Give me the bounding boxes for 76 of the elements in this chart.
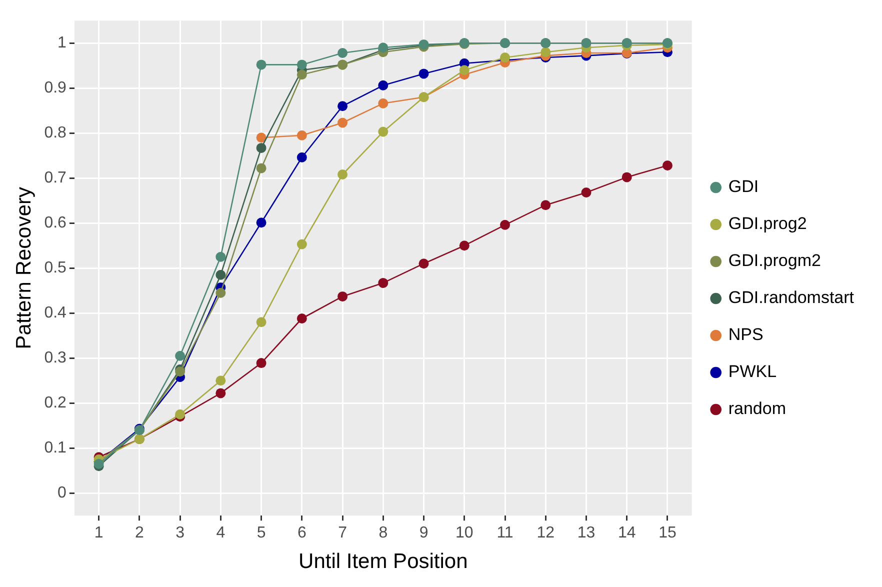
point [338,48,348,58]
x-tick-label: 12 [536,524,555,542]
point [378,278,388,288]
point [256,60,266,70]
legend-label: random [728,399,786,418]
point [296,70,307,80]
point [418,68,429,79]
point [296,239,307,250]
point [662,160,672,170]
y-tick-label: 0.9 [44,80,67,97]
legend-label: GDI [728,177,759,196]
point [459,240,470,251]
y-tick-label: 0 [58,484,67,502]
point [216,270,226,280]
legend-label: GDI.progm2 [728,251,821,270]
y-tick-label: 0.6 [44,214,67,232]
x-tick-label: 9 [419,524,428,542]
x-tick-label: 7 [338,524,348,542]
point [296,152,307,162]
x-tick-label: 4 [216,524,226,542]
point [418,258,429,269]
point [296,130,307,140]
point [175,409,186,420]
point [581,188,592,198]
point [459,65,470,76]
x-tick-label: 6 [297,524,306,542]
point [338,170,348,180]
x-tick-label: 15 [658,524,676,542]
y-tick-label: 1 [58,34,67,52]
y-axis-title: Pattern Recovery [12,186,36,350]
y-tick-label: 0.7 [44,170,67,187]
point [216,288,226,298]
point [296,314,307,324]
point [338,291,348,302]
point [378,80,388,90]
x-axis-title: Until Item Position [298,550,468,574]
point [175,350,186,361]
y-tick-label: 0.3 [44,350,67,367]
point [216,388,226,398]
point [296,60,307,70]
point [378,126,388,137]
point [216,376,226,386]
x-tick-label: 2 [134,524,144,542]
x-tick-label: 13 [577,524,596,542]
point [500,52,510,62]
y-tick-label: 0.8 [44,124,67,142]
legend-label: GDI.randomstart [728,288,854,308]
legend-label: NPS [728,325,764,344]
y-tick-label: 0.2 [44,394,67,412]
x-tick-label: 5 [256,524,266,542]
point [378,98,388,108]
point [500,220,510,230]
x-tick-label: 11 [496,524,514,542]
x-tick-label: 1 [94,524,104,542]
point [256,163,266,174]
point [256,317,266,328]
y-tick-label: 0.4 [44,304,67,322]
point [338,118,348,128]
point [540,47,551,58]
legend-label: PWKL [728,362,777,382]
x-tick-label: 3 [176,524,185,542]
legend-label: GDI.prog2 [728,214,807,234]
y-tick-label: 0.5 [44,260,67,277]
point [338,101,348,112]
point [256,218,266,228]
point [540,200,551,210]
point [175,366,186,377]
x-tick-label: 8 [378,524,388,542]
x-tick-label: 14 [618,524,636,542]
point [256,358,266,368]
point [256,142,266,153]
x-tick-label: 10 [455,524,474,542]
point [216,252,226,262]
point [622,172,632,182]
y-tick-label: 0.1 [44,440,67,457]
point [256,132,266,143]
